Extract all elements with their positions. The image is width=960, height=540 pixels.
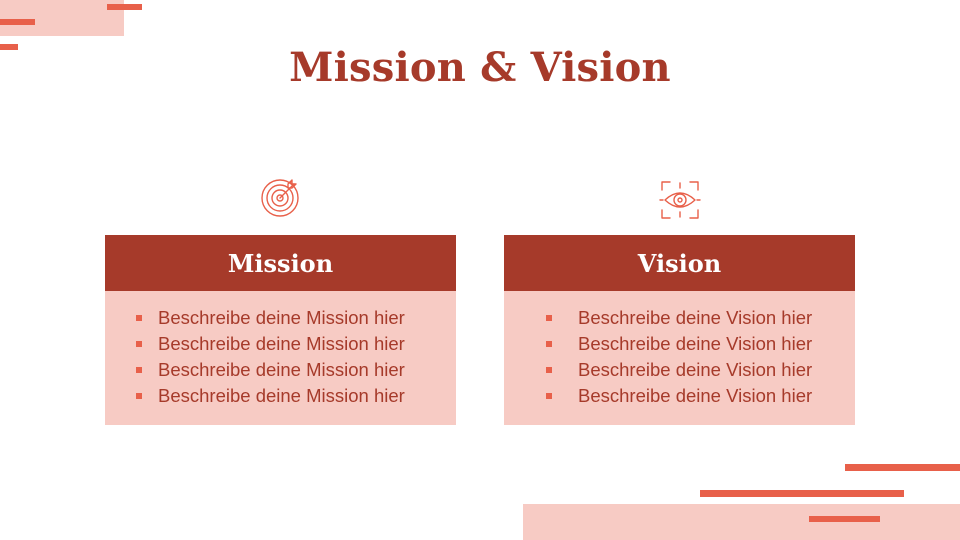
vision-item-text: Beschreibe deine Vision hier <box>578 333 813 354</box>
mission-card: Mission Beschreibe deine Mission hier Be… <box>105 235 456 425</box>
mission-list: Beschreibe deine Mission hier Beschreibe… <box>105 305 456 409</box>
mission-item-text: Beschreibe deine Mission hier <box>158 307 405 328</box>
deco-line-bottom-right-3 <box>809 516 880 522</box>
list-item: Beschreibe deine Vision hier <box>504 331 855 357</box>
vision-list: Beschreibe deine Vision hier Beschreibe … <box>504 305 855 409</box>
deco-line-top-left-1 <box>107 4 142 10</box>
mission-heading: Mission <box>227 248 334 278</box>
vision-card-header: Vision <box>504 235 855 291</box>
mission-item-text: Beschreibe deine Mission hier <box>158 385 405 406</box>
list-item: Beschreibe deine Vision hier <box>504 305 855 331</box>
bullet-square-icon <box>546 315 552 321</box>
mission-card-body: Beschreibe deine Mission hier Beschreibe… <box>105 291 456 425</box>
list-item: Beschreibe deine Mission hier <box>105 357 456 383</box>
list-item: Beschreibe deine Vision hier <box>504 357 855 383</box>
vision-item-text: Beschreibe deine Vision hier <box>578 385 813 406</box>
vision-card: Vision Beschreibe deine Vision hier Besc… <box>504 235 855 425</box>
vision-card-body: Beschreibe deine Vision hier Beschreibe … <box>504 291 855 425</box>
eye-focus-icon <box>659 179 701 221</box>
vision-heading: Vision <box>637 248 722 278</box>
deco-line-bottom-right-1 <box>845 464 960 471</box>
bullet-square-icon <box>546 393 552 399</box>
deco-line-bottom-right-2 <box>700 490 904 497</box>
vision-item-text: Beschreibe deine Vision hier <box>578 307 813 328</box>
bullet-square-icon <box>546 367 552 373</box>
bullet-square-icon <box>136 367 142 373</box>
slide-title: Mission & Vision <box>289 44 671 91</box>
bullet-square-icon <box>136 393 142 399</box>
bullet-square-icon <box>136 341 142 347</box>
bullet-square-icon <box>136 315 142 321</box>
list-item: Beschreibe deine Mission hier <box>105 331 456 357</box>
deco-line-top-left-2 <box>0 19 35 25</box>
mission-item-text: Beschreibe deine Mission hier <box>158 359 405 380</box>
bullet-square-icon <box>546 341 552 347</box>
vision-item-text: Beschreibe deine Vision hier <box>578 359 813 380</box>
deco-block-bottom-right <box>523 504 960 540</box>
list-item: Beschreibe deine Mission hier <box>105 305 456 331</box>
deco-line-top-left-3 <box>0 44 18 50</box>
deco-block-top-left <box>0 0 124 36</box>
target-arrow-icon <box>259 177 301 219</box>
mission-card-header: Mission <box>105 235 456 291</box>
mission-item-text: Beschreibe deine Mission hier <box>158 333 405 354</box>
list-item: Beschreibe deine Mission hier <box>105 383 456 409</box>
list-item: Beschreibe deine Vision hier <box>504 383 855 409</box>
